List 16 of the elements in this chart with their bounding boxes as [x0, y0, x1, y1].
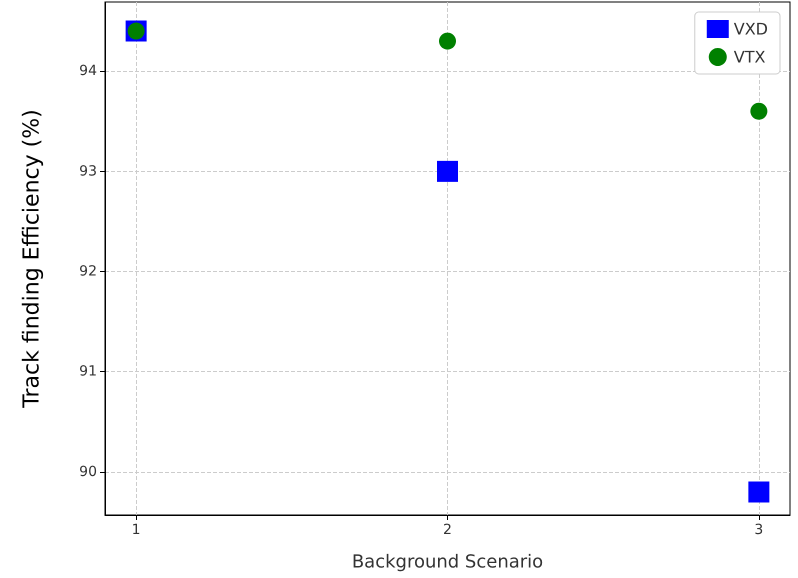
point [750, 102, 768, 120]
point [748, 481, 770, 502]
x-tick-label: 2 [443, 522, 452, 538]
x-tick-label: 1 [132, 522, 141, 538]
point [437, 160, 458, 182]
y-tick-label: 94 [79, 63, 98, 80]
legend-label: VXD [734, 20, 768, 38]
legend-label: VTX [734, 48, 766, 66]
x-axis-title: Background Scenario [352, 552, 544, 572]
x-tick-label: 3 [754, 522, 764, 538]
y-tick-label: 92 [79, 264, 97, 280]
y-tick-label: 91 [79, 364, 97, 380]
y-axis-title: Track finding Efficiency (%) [20, 109, 44, 409]
y-tick-label: 93 [79, 163, 97, 180]
point [439, 32, 456, 50]
y-tick-label: 90 [79, 464, 97, 480]
